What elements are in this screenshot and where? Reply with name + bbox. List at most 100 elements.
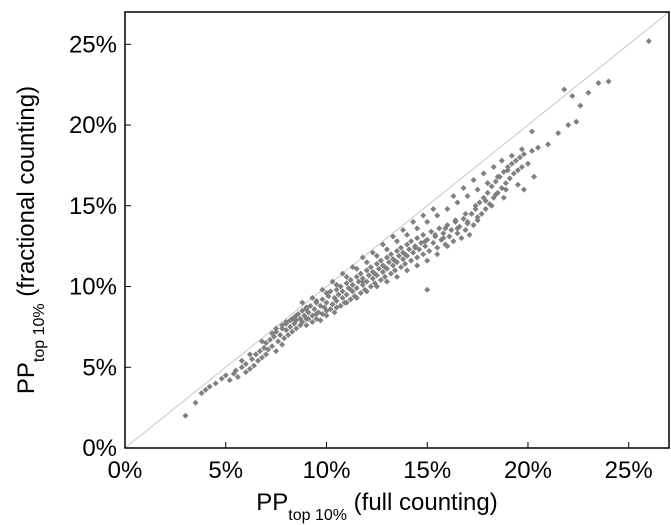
data-point bbox=[516, 154, 523, 161]
x-axis-label: PPtop 10% (full counting) bbox=[256, 489, 497, 524]
data-point bbox=[323, 312, 330, 319]
data-point bbox=[369, 249, 376, 256]
x-axis-label-sub: top 10% bbox=[288, 507, 347, 524]
data-point bbox=[381, 264, 388, 271]
data-point bbox=[182, 412, 189, 419]
data-point bbox=[238, 364, 245, 371]
data-point bbox=[428, 228, 435, 235]
data-point bbox=[510, 170, 517, 177]
points-layer bbox=[182, 38, 652, 419]
data-point bbox=[462, 210, 469, 217]
data-point bbox=[269, 343, 276, 350]
y-tick-label: 0% bbox=[82, 435, 117, 462]
data-point bbox=[448, 227, 455, 233]
data-point bbox=[383, 278, 390, 285]
data-point bbox=[329, 301, 336, 308]
data-point bbox=[528, 128, 535, 135]
data-point bbox=[406, 246, 413, 253]
data-point bbox=[605, 78, 612, 85]
y-axis-label: PPtop 10% (fractional counting) bbox=[13, 86, 48, 394]
data-point bbox=[470, 222, 477, 229]
data-point bbox=[281, 335, 288, 342]
data-point bbox=[367, 264, 374, 271]
data-point bbox=[357, 289, 364, 296]
data-point bbox=[363, 288, 370, 295]
data-point bbox=[518, 164, 525, 171]
data-point bbox=[313, 298, 320, 305]
data-point bbox=[363, 259, 370, 266]
data-point bbox=[398, 244, 405, 251]
data-point bbox=[464, 193, 471, 200]
data-point bbox=[265, 346, 272, 353]
data-point bbox=[389, 233, 396, 240]
data-point bbox=[394, 238, 400, 245]
data-point bbox=[404, 241, 411, 248]
data-point bbox=[355, 278, 362, 285]
data-point bbox=[256, 348, 263, 355]
data-point bbox=[573, 118, 580, 125]
data-point bbox=[420, 212, 427, 219]
x-tick-label: 5% bbox=[208, 457, 243, 484]
data-point bbox=[349, 264, 356, 271]
data-point bbox=[279, 341, 286, 348]
data-point bbox=[444, 243, 451, 250]
data-point bbox=[454, 225, 461, 232]
data-point bbox=[329, 278, 336, 285]
data-point bbox=[305, 309, 312, 316]
y-tick-label: 5% bbox=[82, 354, 117, 381]
data-point bbox=[577, 102, 584, 109]
data-point bbox=[343, 299, 350, 306]
y-tick-label: 15% bbox=[69, 193, 117, 220]
data-point bbox=[434, 212, 441, 219]
data-point bbox=[347, 286, 354, 293]
data-point bbox=[535, 144, 542, 151]
data-point bbox=[531, 173, 538, 180]
x-tick-label: 25% bbox=[605, 457, 653, 484]
data-point bbox=[273, 325, 280, 332]
data-point bbox=[470, 176, 477, 183]
data-point bbox=[424, 218, 431, 225]
data-point bbox=[359, 281, 366, 288]
data-point bbox=[248, 356, 255, 363]
data-point bbox=[283, 327, 290, 334]
data-point bbox=[468, 210, 475, 217]
data-point bbox=[333, 298, 340, 305]
data-point bbox=[343, 273, 350, 280]
y-tick-label: 25% bbox=[69, 31, 117, 58]
data-point bbox=[365, 272, 372, 279]
data-point bbox=[383, 254, 390, 261]
data-point bbox=[492, 178, 499, 185]
data-point bbox=[367, 283, 374, 290]
data-point bbox=[335, 291, 342, 298]
data-point bbox=[484, 189, 491, 196]
data-point bbox=[333, 281, 340, 288]
x-tick-label: 0% bbox=[108, 457, 143, 484]
data-point bbox=[387, 251, 394, 258]
data-point bbox=[347, 277, 354, 284]
data-point bbox=[353, 273, 360, 280]
data-point bbox=[484, 180, 491, 187]
y-axis-ticks: 0% 5% 10% 15% 20% 25% bbox=[69, 31, 131, 462]
data-point bbox=[373, 283, 380, 290]
data-point bbox=[242, 361, 249, 368]
data-point bbox=[379, 241, 386, 248]
data-point bbox=[400, 227, 407, 233]
data-point bbox=[450, 193, 457, 200]
data-point bbox=[269, 330, 276, 337]
data-point bbox=[359, 254, 366, 261]
data-point bbox=[357, 270, 364, 277]
data-point bbox=[460, 215, 467, 222]
data-point bbox=[452, 217, 459, 224]
data-point bbox=[333, 304, 340, 311]
data-point bbox=[460, 185, 467, 192]
data-point bbox=[192, 399, 199, 406]
data-point bbox=[482, 197, 489, 204]
data-point bbox=[512, 157, 519, 164]
data-point bbox=[250, 362, 257, 369]
data-point bbox=[359, 275, 366, 282]
data-point bbox=[273, 348, 280, 355]
data-point bbox=[373, 252, 380, 259]
data-point bbox=[319, 296, 326, 303]
data-point bbox=[430, 239, 437, 246]
